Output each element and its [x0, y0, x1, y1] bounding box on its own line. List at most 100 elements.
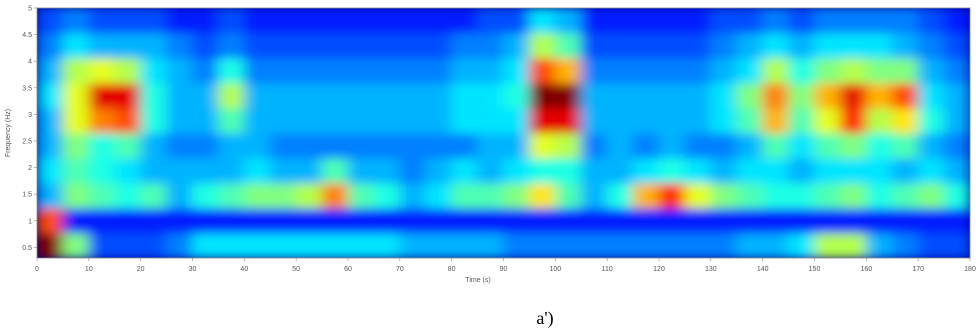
heatmap-cell	[217, 8, 245, 34]
heatmap-cell	[606, 8, 634, 34]
heatmap-cell	[788, 107, 815, 134]
heatmap-cell	[373, 57, 401, 84]
heatmap-cell	[814, 207, 841, 234]
heatmap-cell	[503, 207, 530, 234]
heatmap-cell	[37, 207, 64, 234]
heatmap-cell	[425, 107, 453, 134]
heatmap-cell	[295, 32, 323, 59]
heatmap-cell	[62, 107, 90, 134]
heatmap-cell	[943, 157, 970, 184]
heatmap-cell	[243, 207, 271, 234]
heatmap-cell	[632, 157, 660, 184]
heatmap-cell	[477, 157, 504, 184]
heatmap-cell	[321, 132, 349, 159]
heatmap-cell	[865, 8, 893, 34]
y-axis-label: Frequency (Hz)	[5, 109, 12, 157]
heatmap-cell	[451, 232, 479, 258]
heatmap-cell	[114, 182, 142, 209]
heatmap-cell	[658, 82, 686, 109]
caption: a')	[536, 308, 553, 329]
heatmap-cell	[762, 157, 790, 184]
heatmap-cell	[62, 8, 90, 34]
heatmap-cell	[425, 207, 453, 234]
x-tick-label: 70	[396, 266, 404, 273]
heatmap-cell	[762, 57, 790, 84]
heatmap-cell	[580, 207, 608, 234]
heatmap-cell	[865, 207, 893, 234]
heatmap-cell	[788, 8, 815, 34]
y-tick-label: 2.5	[22, 138, 32, 145]
heatmap-cell	[554, 157, 582, 184]
heatmap-cell	[736, 182, 764, 209]
heatmap-cell	[62, 182, 90, 209]
x-tick-label: 110	[602, 266, 613, 273]
x-tick-label: 20	[137, 266, 145, 273]
heatmap-cell	[243, 132, 271, 159]
heatmap-cell	[269, 107, 297, 134]
heatmap-cell	[736, 8, 764, 34]
heatmap-cell	[425, 8, 453, 34]
heatmap-cell	[788, 82, 815, 109]
heatmap-cell	[243, 232, 271, 258]
heatmap-cell	[917, 232, 945, 258]
heatmap-cell	[788, 57, 815, 84]
heatmap-cell	[217, 207, 245, 234]
heatmap-cell	[554, 82, 582, 109]
x-axis-label: Time (s)	[465, 277, 490, 284]
heatmap-cell	[88, 57, 116, 84]
heatmap-cell	[37, 232, 64, 258]
heatmap-cell	[373, 8, 401, 34]
heatmap-cell	[192, 82, 219, 109]
heatmap-cell	[788, 32, 815, 59]
heatmap-cell	[425, 232, 453, 258]
heatmap-cell	[477, 57, 504, 84]
heatmap-cell	[865, 182, 893, 209]
heatmap-cell	[243, 107, 271, 134]
heatmap-cell	[321, 182, 349, 209]
heatmap-cell	[88, 107, 116, 134]
heatmap-cell	[632, 207, 660, 234]
heatmap-cell	[554, 232, 582, 258]
heatmap-cell	[865, 57, 893, 84]
y-tick-label: 0.5	[22, 245, 32, 252]
heatmap-cell	[295, 57, 323, 84]
heatmap-cell	[580, 132, 608, 159]
heatmap-cell	[865, 157, 893, 184]
heatmap-cell	[425, 32, 453, 59]
heatmap-cell	[114, 107, 142, 134]
x-tick-label: 150	[809, 266, 821, 273]
heatmap-cell	[321, 32, 349, 59]
heatmap-cell	[658, 207, 686, 234]
heatmap-cell	[762, 232, 790, 258]
heatmap-cell	[269, 82, 297, 109]
heatmap-cell	[37, 107, 64, 134]
heatmap-cell	[554, 182, 582, 209]
heatmap-cell	[762, 107, 790, 134]
heatmap-cell	[814, 232, 841, 258]
heatmap-cell	[37, 157, 64, 184]
heatmap-cell	[451, 82, 479, 109]
heatmap-cell	[114, 82, 142, 109]
heatmap-cell	[762, 32, 790, 59]
heatmap-cell	[580, 57, 608, 84]
heatmap-area	[37, 8, 970, 258]
x-tick-label: 100	[549, 266, 561, 273]
x-tick-label: 180	[964, 266, 976, 273]
heatmap-cell	[632, 182, 660, 209]
heatmap-cell	[477, 107, 504, 134]
heatmap-cell	[839, 207, 867, 234]
x-tick-label: 130	[705, 266, 717, 273]
heatmap-cell	[321, 157, 349, 184]
heatmap-cell	[503, 82, 530, 109]
heatmap-cell	[192, 107, 219, 134]
heatmap-cell	[762, 82, 790, 109]
heatmap-cell	[321, 232, 349, 258]
heatmap-cell	[399, 32, 427, 59]
heatmap-cell	[658, 57, 686, 84]
heatmap-cell	[269, 8, 297, 34]
heatmap-cell	[140, 157, 168, 184]
heatmap-cell	[373, 107, 401, 134]
heatmap-cell	[736, 232, 764, 258]
heatmap-cell	[762, 207, 790, 234]
heatmap-cell	[347, 232, 375, 258]
